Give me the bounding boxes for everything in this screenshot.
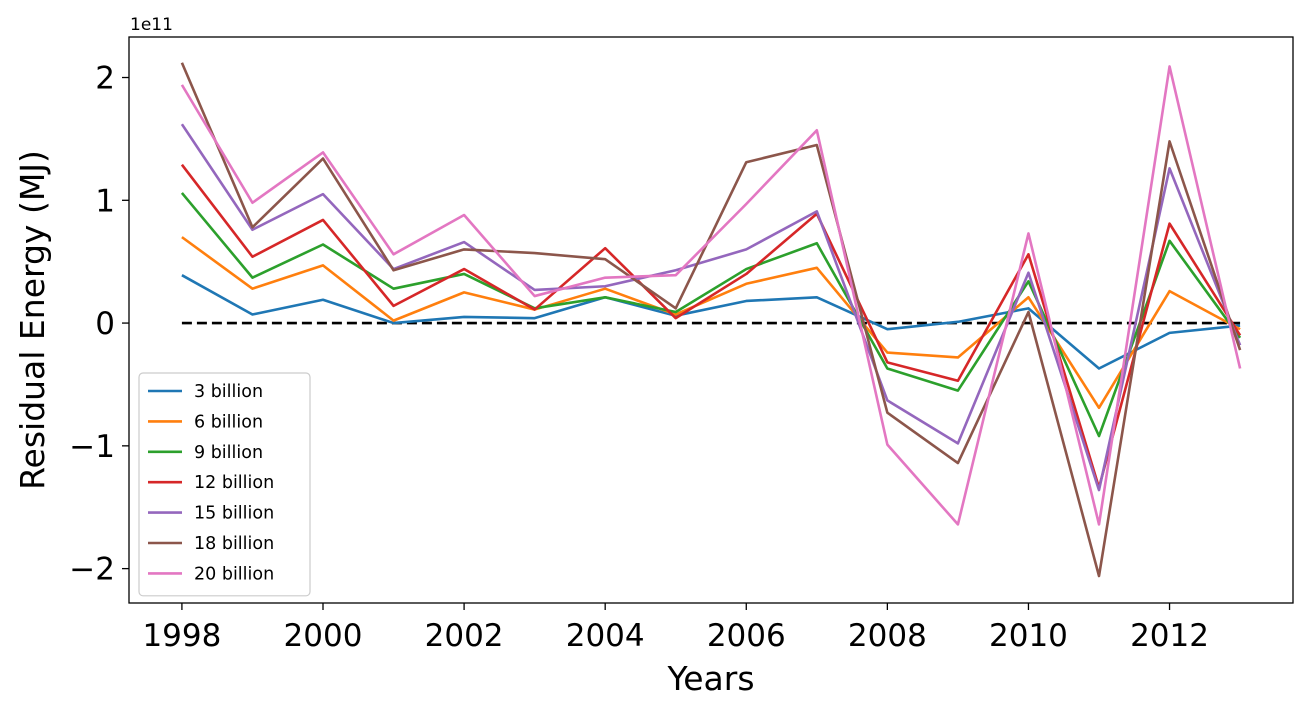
series-layer [180, 62, 1242, 578]
x-axis-ticks: 1998 2000 2002 2004 2006 2008 2010 2012 [142, 603, 1209, 654]
x-tick-label: 2002 [425, 618, 504, 654]
x-tick-label: 2000 [284, 618, 363, 654]
y-axis-label: Residual Energy (MJ) [13, 150, 52, 490]
legend-label-1: 6 billion [194, 412, 263, 432]
series-line-0 [181, 274, 1241, 370]
x-axis-label: Years [666, 659, 754, 698]
series-line-5 [180, 62, 1242, 578]
plot-area-frame [128, 36, 1294, 604]
x-tick-label: 2004 [566, 618, 645, 654]
series-line-2 [180, 192, 1242, 438]
series-line-1 [181, 236, 1241, 410]
y-tick-label: 2 [95, 61, 115, 97]
y-axis-offset-label: 1e11 [130, 15, 173, 35]
y-axis-ticks: −2 −1 0 1 2 [69, 61, 129, 588]
x-tick-label: 2008 [848, 618, 927, 654]
legend-label-0: 3 billion [194, 382, 263, 402]
x-tick-label: 2012 [1130, 618, 1209, 654]
legend-label-6: 20 billion [194, 564, 274, 584]
y-tick-label: 0 [95, 306, 115, 342]
x-tick-label: 2010 [989, 618, 1068, 654]
series-line-3 [180, 163, 1242, 489]
legend-box [138, 372, 311, 597]
x-tick-label: 1998 [142, 618, 221, 654]
legend: 3 billion 6 billion 9 billion 12 billion 15 … [138, 372, 311, 597]
legend-label-3: 12 billion [194, 473, 274, 493]
legend-label-5: 18 billion [194, 534, 274, 554]
x-tick-label: 2006 [707, 618, 786, 654]
series-line-6 [180, 65, 1242, 526]
y-tick-label: −2 [69, 552, 115, 588]
legend-label-2: 9 billion [194, 443, 263, 463]
y-tick-label: −1 [69, 429, 115, 465]
legend-label-4: 15 billion [194, 504, 274, 524]
y-tick-label: 1 [95, 183, 115, 219]
